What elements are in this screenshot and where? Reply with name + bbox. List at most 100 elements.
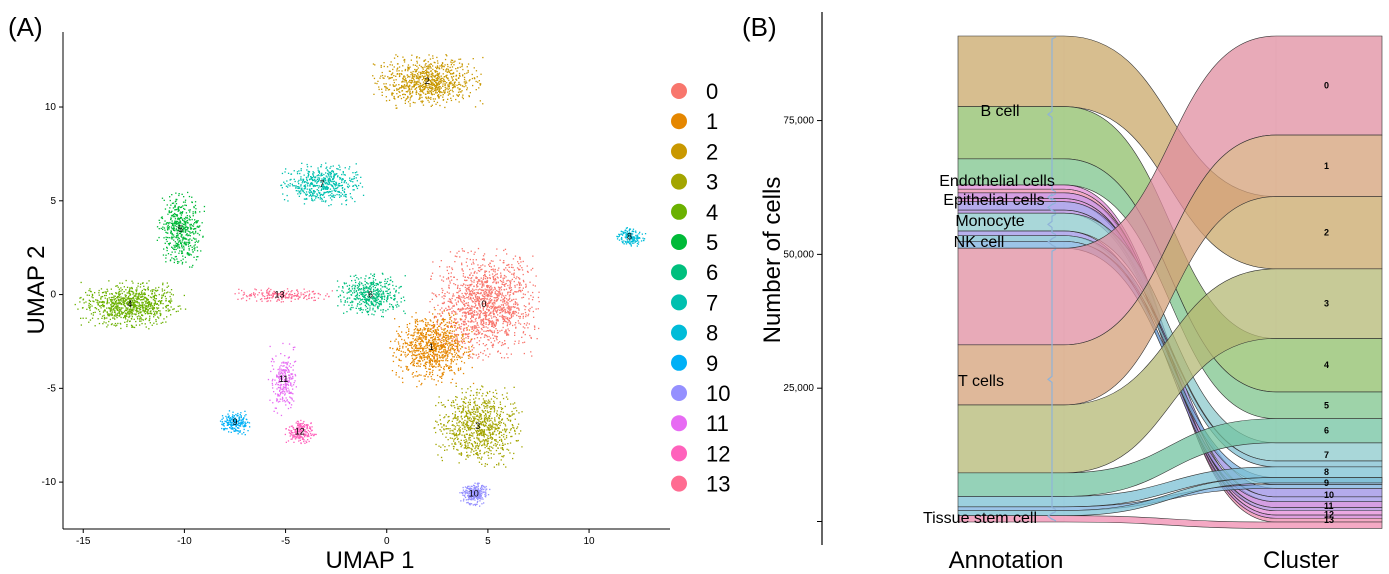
umap-point [433,365,435,367]
umap-point [500,308,503,310]
umap-point [487,310,490,312]
umap-point [432,345,435,347]
umap-point [492,281,494,284]
umap-point [515,322,517,324]
umap-point [443,346,445,348]
umap-point [469,403,471,406]
umap-point [435,66,437,68]
umap-point [465,410,467,413]
umap-point [435,315,437,318]
umap-point [445,339,447,342]
umap-point [476,418,479,421]
umap-point [483,275,485,277]
umap-point [131,314,133,316]
umap-point [483,452,485,455]
umap-point [418,359,420,362]
umap-point [475,404,477,407]
umap-point [151,290,154,292]
umap-point [479,443,481,445]
umap-point [402,86,404,88]
umap-point [433,316,436,318]
umap-point [435,92,437,94]
umap-point [526,322,528,324]
umap-point [486,289,488,291]
umap-point [502,411,504,414]
umap-point [417,67,419,69]
umap-point [478,392,480,394]
umap-point [397,67,399,69]
umap-point [479,407,481,409]
umap-point [441,296,443,298]
umap-point [454,338,457,340]
umap-point [127,307,129,309]
umap-point [466,351,468,353]
umap-point [512,273,515,275]
umap-point [422,100,424,102]
umap-point [413,329,415,331]
umap-point [396,70,398,72]
umap-point [466,451,468,453]
umap-point [456,94,458,96]
umap-point [477,331,480,334]
umap-point [486,443,489,445]
umap-point [532,291,534,294]
umap-point [465,411,468,414]
umap-point [497,286,500,288]
umap-point [177,247,179,249]
umap-point [452,418,454,420]
umap-point [493,453,495,455]
umap-point [485,330,487,332]
umap-point [408,68,410,70]
umap-point [499,401,501,403]
umap-point [446,351,449,353]
umap-point [163,318,165,320]
umap-point [466,422,468,424]
umap-point [469,436,471,439]
umap-point [129,312,131,314]
umap-point [419,347,422,350]
umap-point [441,337,443,339]
umap-point [476,286,478,288]
umap-point [507,333,509,335]
umap-point [470,318,472,320]
umap-point [457,408,459,410]
umap-point [522,296,525,298]
umap-point [487,404,489,407]
umap-point [495,281,497,284]
umap-point [505,435,508,437]
umap-point [154,314,156,316]
umap-point [124,305,126,308]
umap-point [493,281,495,283]
umap-point [405,346,407,348]
umap-point [449,308,451,310]
umap-point [507,312,510,314]
umap-point [124,321,126,323]
umap-point [378,88,380,91]
umap-point [505,321,508,323]
umap-point [521,336,523,338]
umap-point [438,349,440,351]
umap-point [466,308,468,310]
umap-point [158,310,160,312]
umap-point [109,310,111,312]
umap-point [436,78,438,80]
umap-point [451,62,453,64]
umap-point [426,325,428,327]
umap-point [468,429,470,431]
umap-point [388,77,390,79]
umap-point [442,374,444,376]
umap-point [109,307,111,309]
umap-point [100,296,102,298]
umap-point [489,426,491,429]
umap-point [478,302,480,305]
umap-point [502,277,504,279]
umap-point [463,86,465,88]
umap-point [99,305,101,307]
umap-point [403,81,405,83]
umap-point [182,205,184,207]
umap-point [461,268,463,270]
umap-point [144,293,146,295]
umap-point [169,295,171,298]
umap-point [484,265,486,267]
umap-point [400,73,402,75]
